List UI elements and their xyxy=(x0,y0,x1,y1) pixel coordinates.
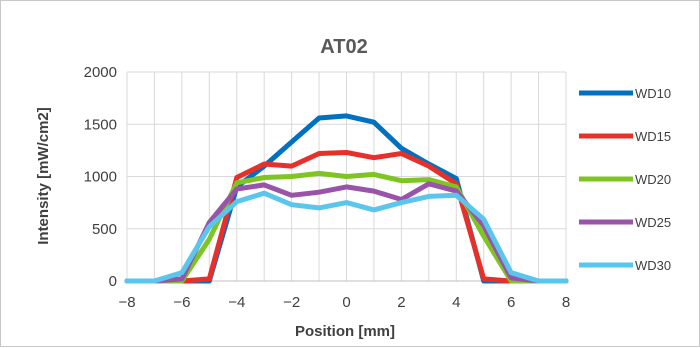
series-line-wd20 xyxy=(124,170,569,284)
legend-label: WD30 xyxy=(635,258,671,273)
y-tick-label: 1500 xyxy=(84,116,117,133)
series-lines xyxy=(124,113,569,284)
x-tick-label: 4 xyxy=(452,294,460,311)
x-tick-label: −8 xyxy=(118,294,135,311)
x-tick-label: 8 xyxy=(562,294,570,311)
x-tick-label: −6 xyxy=(173,294,190,311)
legend-label: WD15 xyxy=(635,129,671,144)
y-tick-label: 0 xyxy=(109,273,117,290)
y-tick-label: 500 xyxy=(92,221,117,238)
legend-label: WD10 xyxy=(635,86,671,101)
x-axis-label: Position [mm] xyxy=(295,323,395,340)
legend: WD10 WD15 WD20 WD25 WD30 xyxy=(579,86,671,273)
series-line-wd15 xyxy=(124,150,569,284)
x-tick-label: −2 xyxy=(283,294,300,311)
x-tick-label: −4 xyxy=(228,294,245,311)
chart-title: AT02 xyxy=(320,36,367,58)
y-tick-label: 1000 xyxy=(84,169,117,186)
y-tick-label: 2000 xyxy=(84,64,117,81)
series-line-wd30 xyxy=(124,190,569,284)
x-tick-label: 0 xyxy=(342,294,350,311)
x-tick-label: 6 xyxy=(507,294,515,311)
legend-label: WD20 xyxy=(635,172,671,187)
x-tick-label: 2 xyxy=(397,294,405,311)
y-axis-label: Intensity [mW/cm2] xyxy=(35,107,52,245)
tick-labels: −8 −6 −4 −2 0 2 4 6 8 0 500 1000 1500 2000 xyxy=(84,64,571,311)
legend-label: WD25 xyxy=(635,215,671,230)
